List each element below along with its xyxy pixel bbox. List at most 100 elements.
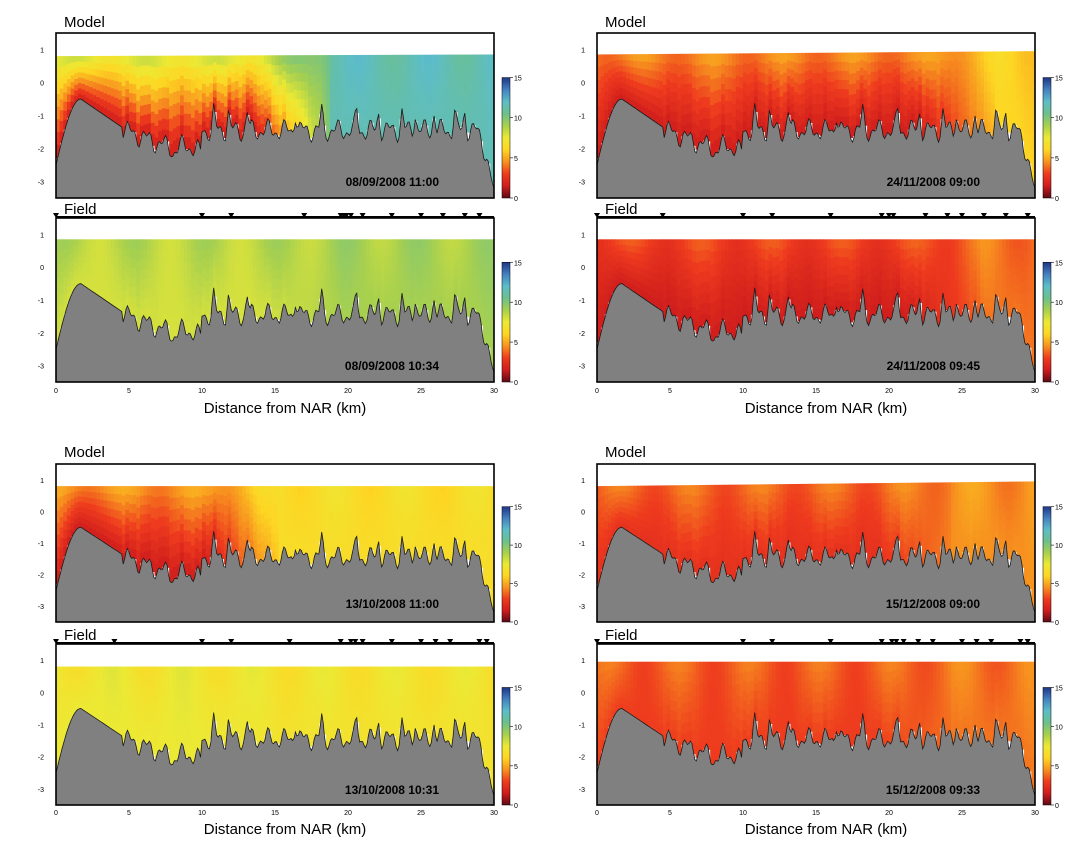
x-tick-label: 15 — [271, 810, 279, 817]
colorbar-tick-label: 5 — [1055, 156, 1059, 163]
x-tick-label: 10 — [739, 388, 747, 395]
colorbar-tick-label: 0 — [514, 196, 518, 203]
x-tick-label: 25 — [958, 810, 966, 817]
panel-title: Field — [605, 627, 638, 644]
y-tick-label: -3 — [38, 787, 44, 794]
x-tick-label: 25 — [417, 388, 425, 395]
x-tick-label: 10 — [198, 388, 206, 395]
colorbar-tick-label: 0 — [1055, 196, 1059, 203]
y-tick-label: -1 — [579, 723, 585, 730]
y-tick-label: 1 — [581, 232, 585, 239]
timestamp-label: 08/09/2008 10:34 — [345, 359, 439, 373]
y-tick-label: -3 — [38, 180, 44, 187]
timestamp-label: 13/10/2008 10:31 — [345, 783, 439, 797]
y-tick-label: -1 — [38, 114, 44, 121]
y-tick-label: 0 — [581, 509, 585, 516]
y-tick-label: -2 — [579, 755, 585, 762]
timestamp-label: 24/11/2008 09:45 — [887, 359, 981, 373]
colorbar-tick-label: 5 — [514, 764, 518, 771]
colorbar-tick-label: 10 — [514, 116, 522, 123]
x-tick-label: 20 — [885, 810, 893, 817]
y-tick-label: 0 — [40, 265, 44, 272]
y-tick-label: 0 — [581, 265, 585, 272]
y-tick-label: -1 — [38, 723, 44, 730]
timestamp-label: 08/09/2008 11:00 — [346, 175, 440, 189]
y-axis: 10-1-2-3 — [579, 48, 585, 187]
colorbar-tick-label: 15 — [514, 505, 522, 512]
x-tick-label: 15 — [812, 810, 820, 817]
x-tick-label: 30 — [490, 810, 498, 817]
y-tick-label: -2 — [38, 755, 44, 762]
x-tick-label: 20 — [344, 810, 352, 817]
panel-title: Model — [64, 14, 105, 31]
station-markers — [594, 213, 1035, 218]
x-tick-label: 30 — [1031, 388, 1039, 395]
x-axis-label: Distance from NAR (km) — [745, 400, 908, 417]
colorbar-tick-label: 0 — [514, 380, 518, 387]
y-tick-label: 1 — [40, 478, 44, 485]
y-tick-label: -2 — [38, 573, 44, 580]
y-tick-label: -2 — [38, 147, 44, 154]
y-tick-label: 1 — [40, 658, 44, 665]
colorbar-tick-label: 5 — [1055, 764, 1059, 771]
colorbar-tick-label: 10 — [1055, 543, 1063, 550]
x-tick-label: 10 — [198, 810, 206, 817]
colorbar-tick-label: 10 — [1055, 300, 1063, 307]
y-tick-label: -2 — [38, 331, 44, 338]
y-tick-label: -1 — [579, 541, 585, 548]
colorbar-tick-label: 15 — [514, 260, 522, 267]
x-tick-label: 15 — [812, 388, 820, 395]
colorbar-tick-label: 0 — [514, 803, 518, 810]
x-tick-label: 15 — [271, 388, 279, 395]
y-tick-label: -3 — [579, 364, 585, 371]
x-tick-label: 0 — [595, 388, 599, 395]
panel-title: Field — [605, 201, 638, 218]
colorbar-tick-label: 15 — [514, 76, 522, 83]
y-tick-label: -1 — [579, 298, 585, 305]
station-markers — [53, 639, 494, 644]
x-tick-label: 25 — [958, 388, 966, 395]
x-axis-label: Distance from NAR (km) — [204, 821, 367, 838]
y-tick-label: -1 — [579, 114, 585, 121]
x-tick-label: 0 — [54, 810, 58, 817]
y-tick-label: -3 — [579, 604, 585, 611]
colorbar-tick-label: 5 — [514, 582, 518, 589]
x-axis-label: Distance from NAR (km) — [204, 400, 367, 417]
colorbar-tick-label: 0 — [1055, 620, 1059, 627]
y-axis: 10-1-2-3 — [38, 232, 44, 370]
colorbar-tick-label: 15 — [1055, 505, 1063, 512]
y-axis: 10-1-2-3 — [579, 478, 585, 611]
y-tick-label: 0 — [581, 690, 585, 697]
x-tick-label: 5 — [127, 388, 131, 395]
x-tick-label: 0 — [54, 388, 58, 395]
y-tick-label: -3 — [579, 787, 585, 794]
x-tick-label: 5 — [668, 388, 672, 395]
x-tick-label: 30 — [490, 388, 498, 395]
panel-title: Field — [64, 201, 97, 218]
colorbar-tick-label: 10 — [514, 725, 522, 732]
x-tick-label: 20 — [885, 388, 893, 395]
panel-title: Field — [64, 627, 97, 644]
y-tick-label: -3 — [38, 604, 44, 611]
colorbar-tick-label: 5 — [514, 340, 518, 347]
y-tick-label: -3 — [38, 364, 44, 371]
y-tick-label: 0 — [40, 509, 44, 516]
x-tick-label: 5 — [127, 810, 131, 817]
station-markers — [594, 639, 1035, 644]
